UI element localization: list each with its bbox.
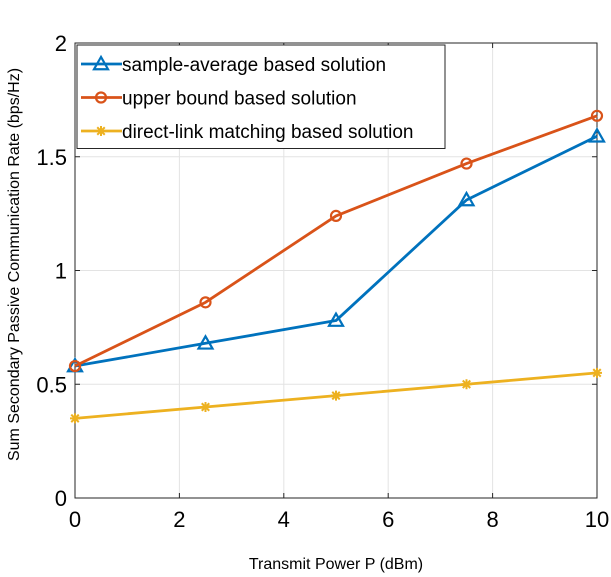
legend-box (76, 44, 446, 149)
data-point (200, 402, 211, 412)
legend: sample-average based solution upper bound… (76, 44, 446, 149)
series-1 (66, 127, 606, 373)
data-point (331, 390, 341, 401)
data-point (457, 190, 476, 207)
axis-ticks: 0 2 4 6 8 10 0 0.5 1 1.5 2 (36, 31, 609, 532)
x-tick-label: 2 (173, 507, 185, 532)
data-point (592, 367, 602, 378)
y-axis-label: Sum Secondary Passive Communication Rate… (6, 68, 23, 461)
legend-item-3: direct-link matching based solution (81, 122, 414, 143)
data-point (327, 311, 345, 327)
y-tick-label: 1 (55, 259, 67, 284)
y-tick-label: 2 (55, 31, 67, 56)
x-tick-label: 0 (69, 507, 81, 532)
x-axis-label: Transmit Power P (dBm) (249, 556, 423, 573)
data-point (196, 334, 215, 350)
series-line (74, 135, 598, 368)
y-tick-label: 0 (55, 486, 67, 511)
data-point (329, 209, 343, 222)
legend-marker (92, 54, 110, 71)
series-group (66, 109, 606, 424)
x-tick-label: 4 (278, 507, 290, 532)
data-point (461, 379, 472, 390)
y-tick-label: 0.5 (36, 372, 67, 397)
data-point (199, 296, 212, 309)
legend-marker (96, 126, 106, 136)
data-point (70, 413, 80, 424)
legend-item-1: sample-average based solution (81, 54, 386, 76)
legend-marker (94, 91, 108, 104)
data-point (588, 127, 606, 143)
series-2 (68, 109, 604, 373)
series-line (74, 114, 598, 368)
series-3 (70, 367, 602, 424)
x-tick-label: 10 (585, 507, 609, 532)
legend-label: direct-link matching based solution (122, 122, 414, 143)
legend-label: sample-average based solution (122, 55, 386, 76)
data-point (590, 109, 604, 122)
legend-label: upper bound based solution (122, 89, 357, 110)
data-point (68, 359, 82, 373)
x-tick-label: 6 (382, 507, 394, 532)
data-point (460, 157, 473, 170)
x-tick-label: 8 (486, 507, 498, 532)
legend-item-2: upper bound based solution (81, 89, 357, 110)
y-tick-label: 1.5 (36, 145, 67, 170)
